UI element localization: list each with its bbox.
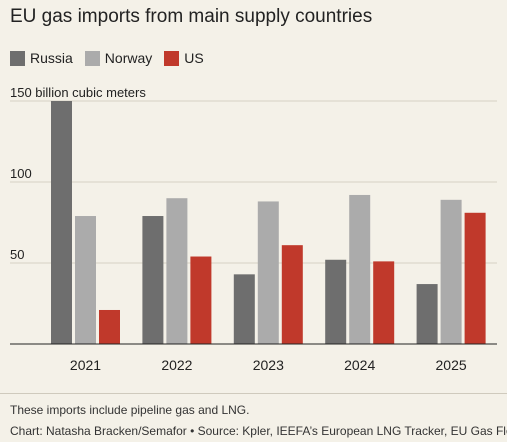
chart-note: These imports include pipeline gas and L…	[10, 403, 250, 417]
legend-label-norway: Norway	[104, 50, 153, 66]
legend-label-russia: Russia	[30, 50, 73, 66]
legend: Russia Norway US	[10, 50, 216, 66]
y-tick-label: 100	[10, 166, 32, 181]
bar-russia-2025	[416, 284, 438, 344]
legend-swatch-us	[164, 50, 180, 66]
bar-russia-2022	[142, 216, 164, 344]
legend-swatch-russia	[10, 50, 25, 66]
bar-us-2025	[464, 212, 486, 344]
chart-title: EU gas imports from main supply countrie…	[10, 6, 373, 27]
bar-us-2021	[99, 309, 120, 344]
footer-divider	[0, 393, 507, 394]
x-tick-label: 2024	[344, 357, 375, 373]
legend-item-us: US	[164, 50, 204, 66]
x-tick-label: 2025	[436, 357, 467, 373]
bar-russia-2023	[233, 274, 255, 344]
legend-label-us: US	[184, 50, 204, 66]
bar-norway-2025	[440, 199, 462, 344]
bar-russia-2024	[325, 259, 347, 344]
bar-us-2024	[373, 261, 395, 344]
bar-us-2022	[190, 256, 212, 344]
x-tick-label: 2023	[253, 357, 284, 373]
x-tick-label: 2022	[161, 357, 192, 373]
bar-norway-2021	[75, 216, 96, 344]
bar-us-2023	[281, 245, 303, 344]
y-unit-label: 150 billion cubic meters	[10, 85, 146, 100]
x-tick-label: 2021	[70, 357, 101, 373]
chart-credit: Chart: Natasha Bracken/Semafor • Source:…	[10, 424, 507, 438]
bar-norway-2024	[349, 194, 371, 344]
bar-russia-2021	[51, 101, 72, 344]
legend-item-russia: Russia	[10, 50, 73, 66]
bar-norway-2023	[257, 201, 279, 344]
legend-swatch-norway	[84, 50, 100, 66]
bar-chart: 150 billion cubic meters 50 100 2021 2022 202…	[10, 85, 497, 373]
bar-norway-2022	[166, 198, 188, 344]
y-tick-label: 50	[10, 247, 24, 262]
legend-item-norway: Norway	[84, 50, 153, 66]
